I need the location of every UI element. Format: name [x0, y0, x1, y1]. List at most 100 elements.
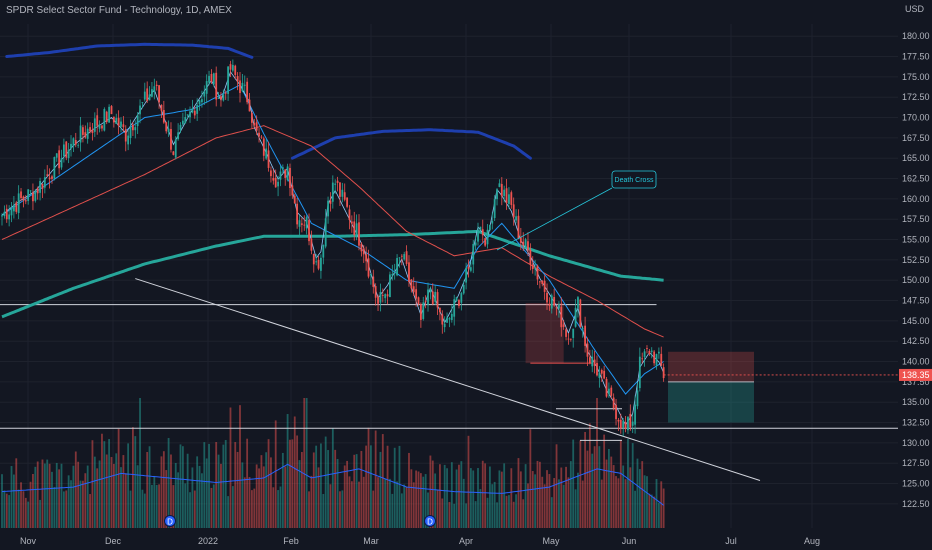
candle-body — [210, 73, 213, 82]
candle-body — [346, 197, 348, 207]
candle-body — [577, 297, 579, 308]
candle — [253, 118, 256, 128]
candle-body — [224, 92, 227, 94]
volume-bar — [605, 459, 608, 528]
volume-bar — [634, 490, 636, 528]
volume-bar — [555, 444, 558, 528]
candle-body — [377, 296, 379, 304]
candle-body — [343, 192, 346, 200]
candle-body — [405, 251, 408, 264]
candle — [434, 285, 437, 305]
candle-body — [189, 111, 191, 118]
volume-bar — [341, 490, 344, 528]
candle-body — [489, 224, 491, 231]
volume-bar — [65, 490, 68, 528]
candle — [553, 288, 556, 307]
candle — [174, 136, 177, 160]
volume-bar — [548, 473, 551, 528]
candle-body — [522, 241, 525, 246]
volume-bar — [251, 490, 253, 528]
candle-body — [636, 390, 639, 407]
volume-bar — [317, 467, 320, 528]
candle — [300, 217, 303, 233]
candle-body — [34, 190, 37, 201]
time-tick-label: Dec — [105, 536, 122, 546]
candle-body — [396, 258, 398, 276]
candle — [120, 117, 122, 133]
candle — [343, 183, 346, 202]
candle — [274, 169, 277, 188]
volume-bar — [158, 484, 160, 528]
candle — [512, 197, 515, 226]
candle — [74, 132, 77, 148]
descending-trendline — [135, 278, 761, 481]
candle-body — [646, 348, 648, 350]
candle — [293, 193, 296, 204]
volume-bar — [579, 440, 582, 528]
candle-body — [20, 191, 22, 198]
time-tick-label: Aug — [804, 536, 820, 546]
volume-bar — [272, 487, 275, 528]
candle — [477, 222, 479, 246]
candle — [86, 122, 89, 144]
price-tick-label: 140.00 — [902, 357, 930, 367]
candle — [400, 254, 403, 266]
candle-body — [93, 118, 96, 132]
candle — [153, 78, 156, 100]
candle — [348, 205, 351, 230]
candle-body — [155, 84, 158, 86]
candle — [8, 205, 11, 227]
volume-bar — [146, 452, 149, 528]
volume-bar — [162, 451, 165, 528]
candle — [32, 183, 34, 211]
price-tick-label: 155.00 — [902, 235, 930, 245]
volume-bar — [224, 440, 227, 528]
candle-body — [610, 387, 613, 396]
candle-body — [562, 324, 565, 327]
candle — [234, 64, 237, 80]
candle-body — [560, 306, 563, 328]
candle-body — [415, 289, 418, 299]
candle-body — [291, 185, 294, 196]
candle-body — [603, 370, 606, 379]
candle — [262, 136, 265, 162]
volume-bar — [320, 443, 322, 528]
volume-bar — [281, 452, 284, 528]
candle-body — [334, 183, 337, 185]
candle — [615, 399, 617, 426]
volume-bar — [141, 489, 144, 528]
volume-bar — [236, 451, 239, 528]
volume-bar — [386, 445, 389, 528]
candle-body — [484, 238, 487, 246]
candle — [503, 185, 506, 203]
candle-body — [181, 120, 184, 125]
volume-bar — [653, 496, 656, 528]
candle-body — [634, 404, 636, 425]
candle — [77, 143, 80, 149]
candle-body — [569, 338, 572, 340]
volume-bar — [17, 489, 20, 528]
price-axis[interactable]: USD 180.00 177.50 175.00 172.50 170.00 167.50 1… — [663, 0, 932, 550]
volume-bar — [460, 461, 463, 528]
volume-bar — [567, 477, 570, 528]
candle-body — [293, 195, 296, 204]
candle-body — [427, 289, 429, 305]
candle-body — [117, 117, 120, 126]
candle-body — [467, 266, 470, 269]
candle — [505, 178, 508, 210]
candle — [484, 237, 487, 247]
volume-bar — [391, 493, 394, 528]
volume-bar — [524, 464, 527, 528]
candle — [270, 166, 272, 183]
candle-body — [329, 200, 332, 204]
candle — [365, 246, 368, 271]
volume-bar — [13, 474, 15, 528]
time-axis[interactable]: Nov Dec 2022 Feb Mar Apr May Jun Jul Aug — [20, 536, 820, 546]
candle — [617, 418, 620, 431]
volume-bar — [379, 451, 382, 528]
price-tick-label: 172.50 — [902, 92, 930, 102]
candle-body — [436, 292, 439, 308]
volume-bar — [298, 460, 301, 528]
candle — [655, 353, 658, 370]
